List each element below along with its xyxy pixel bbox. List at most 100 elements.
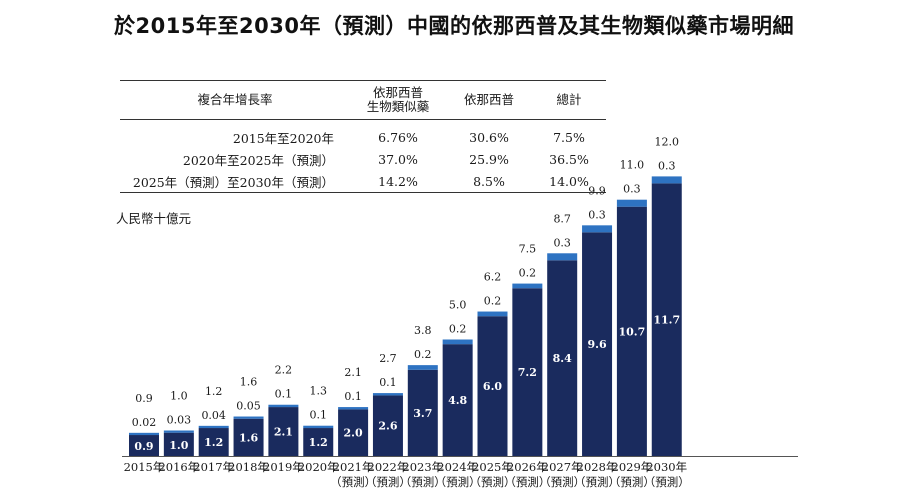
label-biosimilar: 7.2 [518, 366, 537, 379]
label-etanercept: 0.03 [167, 414, 192, 427]
cagr-row-etanercept: 25.9% [469, 151, 509, 167]
x-tick-label: 2015年 [124, 460, 165, 474]
cagr-header-etanercept: 依那西普 [446, 80, 532, 120]
label-biosimilar: 11.7 [653, 314, 680, 327]
bar-biosimilar [338, 409, 369, 456]
x-tick-note: （預測） [330, 475, 376, 489]
label-biosimilar: 4.8 [448, 394, 467, 407]
cagr-header-biosimilar-line1: 依那西普 [372, 85, 423, 100]
cagr-row-period: 2020年至2025年（預測） [182, 152, 334, 168]
label-total: 1.3 [310, 385, 328, 398]
label-biosimilar: 2.6 [378, 420, 397, 433]
x-tick-label: 2025年 [472, 460, 513, 474]
cagr-row: 2015年至2020年 6.76% 30.6% 7.5% [120, 120, 606, 149]
label-etanercept: 0.3 [658, 159, 676, 172]
label-etanercept: 0.2 [519, 267, 537, 280]
bar-etanercept [303, 425, 334, 429]
x-tick-note: （預測） [435, 475, 481, 489]
label-etanercept: 0.3 [553, 236, 571, 249]
x-tick-label: 2022年 [368, 460, 409, 474]
x-tick-label: 2021年 [333, 460, 374, 474]
bar-etanercept [233, 416, 264, 419]
bar-biosimilar [442, 344, 473, 456]
bar-biosimilar [616, 206, 647, 456]
bar-biosimilar [512, 288, 543, 456]
label-total: 2.1 [344, 366, 362, 379]
bar-biosimilar [582, 232, 613, 456]
label-total: 1.6 [240, 376, 258, 389]
cagr-row: 2025年（預測）至2030年（預測） 14.2% 8.5% 14.0% [120, 170, 606, 193]
cagr-table: 複合年增長率 依那西普 生物類似藥 依那西普 總計 2015年至2020年 6.7… [120, 80, 606, 193]
bar-biosimilar [372, 395, 403, 456]
label-etanercept: 0.3 [623, 183, 641, 196]
bar-etanercept [512, 283, 543, 289]
x-tick-note: （預測） [504, 475, 550, 489]
cagr-row-etanercept: 30.6% [469, 129, 509, 145]
label-total: 8.7 [553, 212, 571, 225]
bar-biosimilar [163, 432, 194, 456]
label-etanercept: 0.1 [275, 388, 293, 401]
cagr-row-biosimilar: 37.0% [378, 151, 418, 167]
x-tick-label: 2018年 [228, 460, 269, 474]
x-tick-note: （預測） [644, 475, 690, 489]
x-tick-label: 2023年 [402, 460, 443, 474]
bar-biosimilar [303, 428, 334, 456]
label-etanercept: 0.2 [414, 348, 432, 361]
label-biosimilar: 1.6 [239, 431, 258, 444]
x-tick-note: （預測） [609, 475, 655, 489]
x-tick-note: （預測） [539, 475, 585, 489]
cagr-header-total-text: 總計 [556, 92, 582, 107]
cagr-row-period: 2015年至2020年 [232, 130, 334, 146]
x-tick-label: 2030年 [646, 460, 687, 474]
label-total: 12.0 [655, 135, 680, 148]
bar-etanercept [268, 404, 299, 408]
label-etanercept: 0.1 [310, 409, 328, 422]
x-tick-label: 2017年 [193, 460, 234, 474]
bar-biosimilar [407, 369, 438, 456]
x-tick-note: （預測） [574, 475, 620, 489]
cagr-row-total: 7.5% [553, 129, 585, 145]
label-total: 9.9 [588, 184, 606, 197]
cagr-header-biosimilar: 依那西普 生物類似藥 [350, 80, 446, 120]
bar-etanercept [407, 365, 438, 370]
bar-etanercept [338, 407, 369, 410]
label-etanercept: 0.3 [588, 208, 606, 221]
label-etanercept: 0.1 [344, 390, 362, 403]
bar-biosimilar [129, 435, 159, 456]
bar-etanercept [547, 253, 578, 261]
label-total: 2.7 [379, 352, 397, 365]
label-total: 2.2 [275, 364, 293, 377]
cagr-header-total: 總計 [532, 80, 606, 120]
label-etanercept: 0.05 [236, 400, 261, 413]
label-total: 7.5 [519, 243, 537, 256]
cagr-table-header-row: 複合年增長率 依那西普 生物類似藥 依那西普 總計 [120, 80, 606, 120]
cagr-header-biosimilar-line2: 生物類似藥 [366, 99, 430, 114]
label-biosimilar: 9.6 [587, 338, 606, 351]
x-tick-label: 2019年 [263, 460, 304, 474]
bar-biosimilar [547, 260, 578, 456]
x-tick-label: 2028年 [577, 460, 618, 474]
cagr-row: 2020年至2025年（預測） 37.0% 25.9% 36.5% [120, 148, 606, 170]
label-biosimilar: 6.0 [483, 380, 502, 393]
x-tick-label: 2024年 [437, 460, 478, 474]
label-total: 1.0 [170, 390, 188, 403]
label-etanercept: 0.1 [379, 376, 397, 389]
bar-etanercept [129, 432, 159, 436]
cagr-row-period: 2025年（預測）至2030年（預測） [120, 170, 350, 193]
label-etanercept: 0.2 [449, 323, 467, 336]
bar-biosimilar [651, 183, 682, 456]
x-tick-label: 2016年 [158, 460, 199, 474]
x-tick-note: （預測） [365, 475, 411, 489]
bar-etanercept [477, 311, 508, 317]
bar-etanercept [163, 430, 194, 433]
cagr-row-etanercept: 8.5% [446, 170, 532, 193]
y-unit-label: 人民幣十億元 [116, 211, 192, 226]
bar-biosimilar [233, 418, 264, 456]
label-biosimilar: 3.7 [413, 407, 432, 420]
label-total: 5.0 [449, 299, 467, 312]
bar-etanercept [582, 225, 613, 233]
label-biosimilar: 2.0 [344, 427, 363, 440]
label-total: 1.2 [205, 385, 223, 398]
label-total: 6.2 [484, 271, 502, 284]
label-biosimilar: 8.4 [553, 352, 572, 365]
